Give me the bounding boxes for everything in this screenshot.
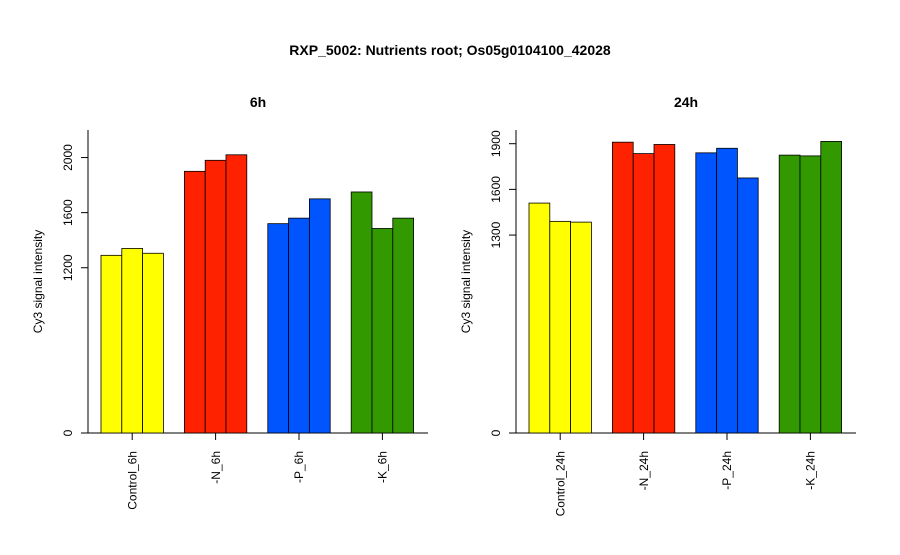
bar--k-6h-1: [350, 191, 373, 434]
bar--p-24h-3: [737, 177, 759, 434]
x-category-label: -N_6h: [209, 451, 223, 484]
bar--n-6h-3: [225, 154, 248, 434]
bar--p-24h-1: [695, 152, 717, 434]
x-category-label: -K_6h: [376, 451, 390, 483]
bar-control-6h-3: [142, 252, 164, 434]
bar--p-6h-1: [267, 223, 289, 434]
figure-title: RXP_5002: Nutrients root; Os05g0104100_4…: [289, 42, 611, 58]
y-tick-label-24h: 0: [489, 429, 503, 436]
bar--p-6h-3: [308, 198, 331, 434]
bar--k-6h-2: [371, 228, 394, 434]
bar--k-24h-2: [799, 155, 822, 434]
bar--n-24h-2: [632, 153, 655, 434]
panel-6h: 6h Cy3 signal intensity 0 1200 1600 2000 Contr…: [31, 94, 428, 510]
bar-control-24h-2: [549, 220, 571, 434]
bar-control-24h-3: [570, 221, 592, 434]
bar--k-24h-1: [778, 154, 801, 434]
y-axis-label-24h: Cy3 signal intensity: [459, 230, 473, 333]
x-category-label: -N_24h: [637, 451, 651, 490]
bar--k-24h-3: [820, 141, 842, 434]
y-tick-label-6h: 2000: [61, 144, 75, 171]
bar--n-6h-2: [204, 159, 227, 434]
y-tick-label-6h: 1200: [61, 254, 75, 281]
y-tick-label-24h: 1300: [489, 221, 503, 248]
bar-control-6h-2: [121, 248, 144, 434]
bar--p-6h-2: [288, 217, 310, 434]
bar-control-6h-1: [100, 254, 123, 434]
x-category-label: -K_24h: [804, 451, 818, 490]
x-category-label: -P_24h: [720, 451, 734, 490]
panel-title-6h: 6h: [250, 94, 266, 110]
y-tick-label-24h: 1900: [489, 130, 503, 157]
y-tick-label-6h: 0: [61, 429, 75, 436]
y-tick-label-6h: 1600: [61, 199, 75, 226]
y-tick-label-24h: 1600: [489, 176, 503, 203]
bar--k-6h-3: [392, 217, 414, 434]
bar--n-6h-1: [183, 170, 206, 434]
bar-control-24h-1: [528, 202, 551, 434]
x-category-label: Control_6h: [125, 451, 139, 510]
bar--p-24h-2: [716, 147, 738, 434]
bar--n-24h-3: [653, 144, 676, 434]
panel-title-24h: 24h: [674, 94, 698, 110]
panel-24h: 24h Cy3 signal intensity 0 1300 1600 1900 Cont…: [459, 94, 856, 516]
y-axis-label-6h: Cy3 signal intensity: [31, 230, 45, 333]
bar--n-24h-1: [612, 141, 634, 434]
x-category-label: Control_24h: [553, 451, 567, 516]
x-category-label: -P_6h: [292, 451, 306, 483]
